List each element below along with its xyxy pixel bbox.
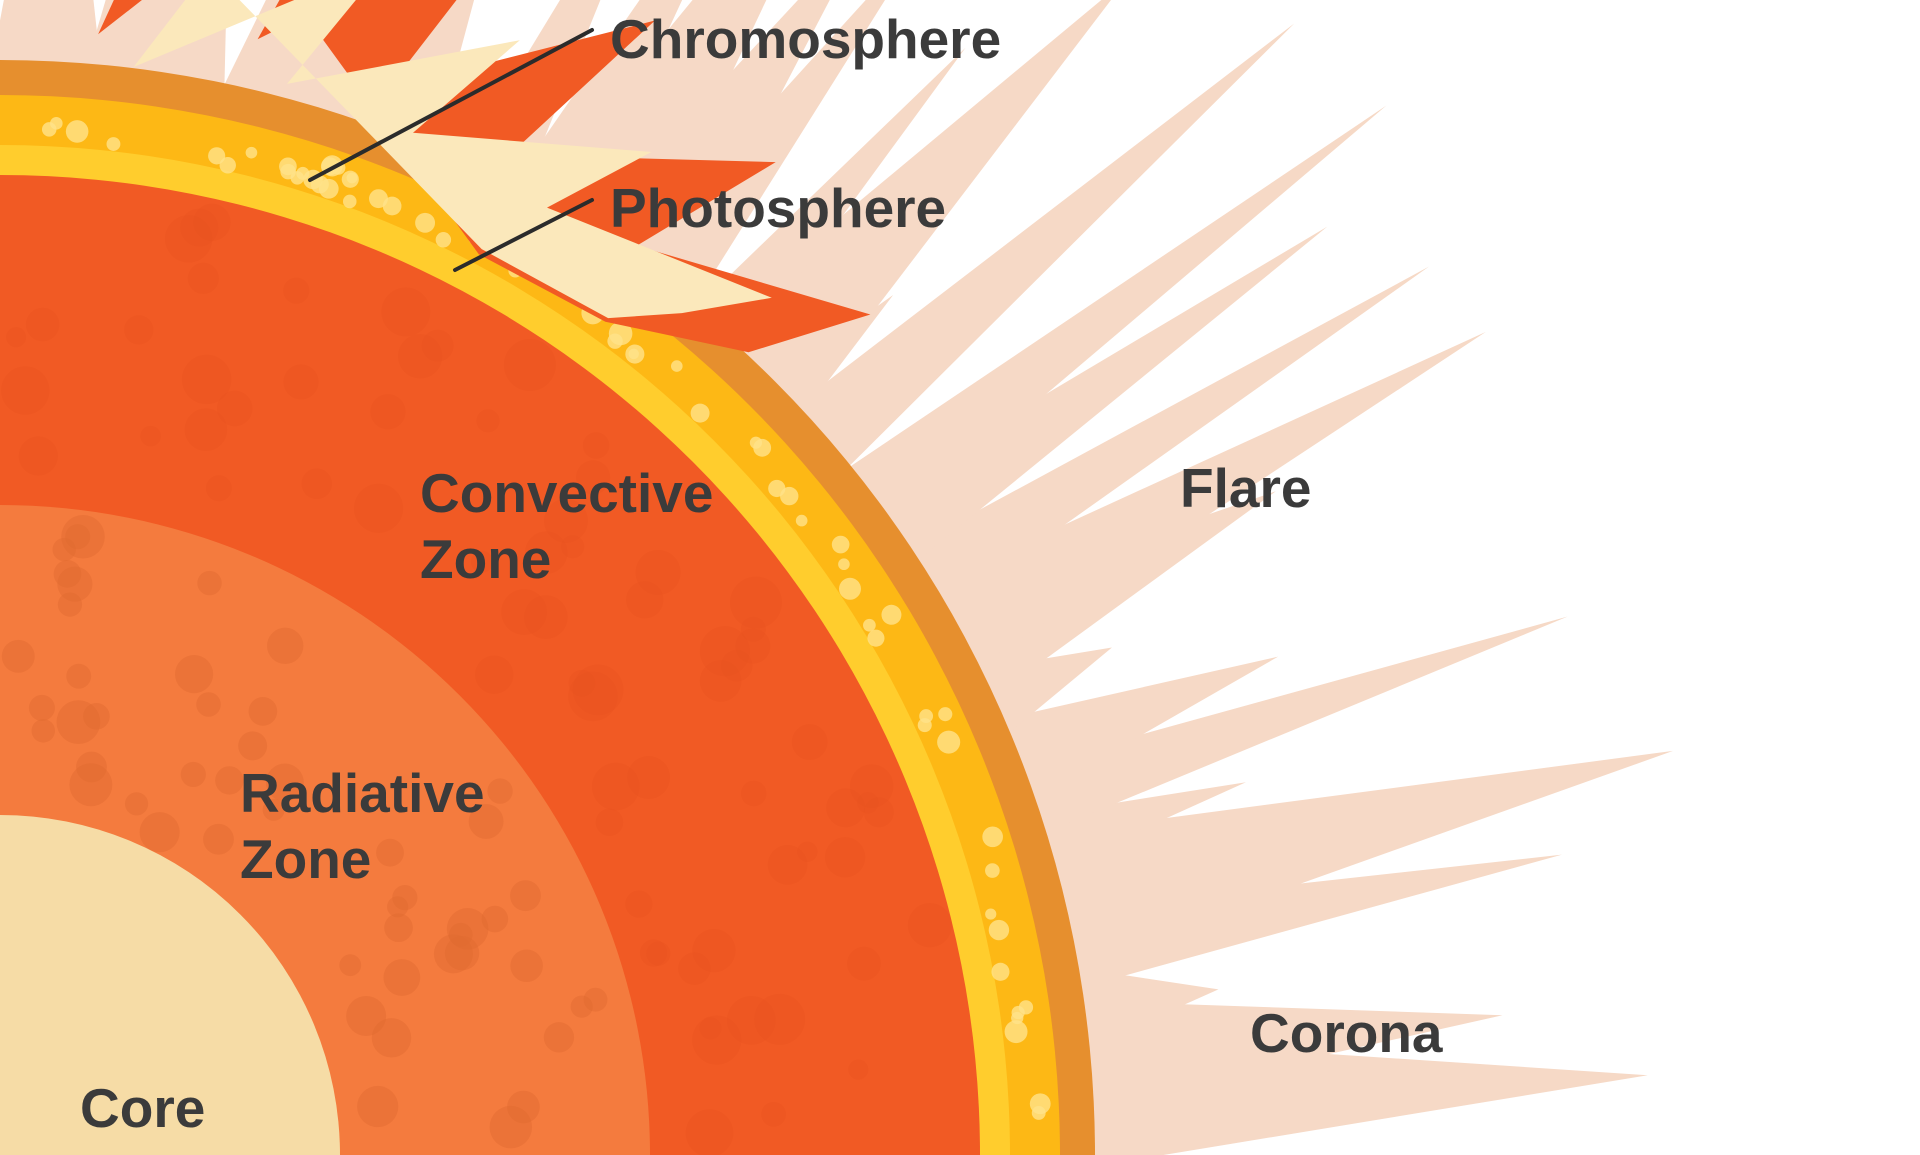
label-photosphere: Photosphere <box>610 175 946 241</box>
sun-diagram: Chromosphere Photosphere Convective Zone Fl… <box>0 0 1920 1155</box>
label-flare: Flare <box>1180 455 1311 521</box>
label-radiative: Radiative Zone <box>240 760 485 892</box>
label-convective: Convective Zone <box>420 460 713 592</box>
label-corona: Corona <box>1250 1000 1443 1066</box>
label-chromosphere: Chromosphere <box>610 6 1001 72</box>
label-core: Core <box>80 1075 205 1141</box>
sun-svg <box>0 0 1920 1155</box>
